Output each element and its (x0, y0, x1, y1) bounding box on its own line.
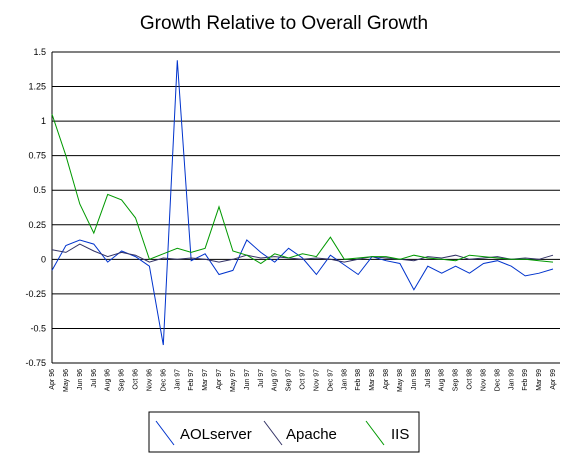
x-tick-label: Feb 97 (188, 369, 195, 391)
x-tick-label: Jul 96 (91, 369, 98, 388)
y-tick-label: 0.5 (33, 185, 46, 195)
x-tick-label: Jul 97 (258, 369, 265, 388)
x-tick-label: Apr 98 (383, 369, 390, 390)
x-tick-label: Nov 96 (146, 369, 153, 391)
legend-swatch-aolserver (155, 420, 175, 446)
x-tick-label: Jun 98 (411, 369, 418, 390)
legend: AOLserver Apache IIS (148, 411, 420, 453)
chart-title: Growth Relative to Overall Growth (140, 13, 428, 34)
x-tick-label: Nov 97 (313, 369, 320, 391)
y-tick-label: -0.75 (25, 358, 46, 368)
x-tick-label: Sep 96 (119, 369, 126, 391)
x-tick-label: Apr 96 (49, 369, 56, 390)
x-tick-label: Feb 99 (522, 369, 529, 391)
x-tick-label: Jan 98 (341, 369, 348, 390)
legend-label-apache: Apache (286, 426, 337, 443)
x-tick-label: Dec 98 (494, 369, 501, 391)
x-tick-label: Mar 97 (202, 369, 209, 391)
y-tick-label: -0.5 (30, 323, 46, 333)
x-tick-label: Jun 97 (244, 369, 251, 390)
legend-label-iis: IIS (391, 426, 409, 443)
series-line-iis (51, 114, 554, 265)
x-tick-label: Nov 98 (480, 369, 487, 391)
x-tick-label: Oct 97 (300, 369, 307, 390)
y-tick-label: 0 (41, 254, 46, 264)
y-tick-label: -0.25 (25, 289, 46, 299)
legend-swatch-apache (263, 420, 283, 446)
series-line-aolserver (51, 60, 554, 346)
y-tick-label: 0.75 (28, 151, 46, 161)
x-tick-label: Apr 97 (216, 369, 223, 390)
x-tick-label: Dec 97 (327, 369, 334, 391)
x-tick-label: May 97 (230, 369, 237, 392)
x-tick-label: Jun 96 (77, 369, 84, 390)
series-line-apache (51, 243, 554, 263)
x-tick-label: Jan 97 (174, 369, 181, 390)
x-tick-label: Jan 99 (508, 369, 515, 390)
x-tick-label: May 98 (397, 369, 404, 392)
legend-swatch-iis (365, 420, 385, 446)
x-tick-label: Sep 97 (286, 369, 293, 391)
y-axis-ticks: 1.5 1.25 1 0.75 0.5 0.25 0 -0.25 -0.5 -0.75 (25, 47, 46, 368)
x-tick-label: Sep 98 (453, 369, 460, 391)
x-tick-label: Jul 98 (425, 369, 432, 388)
grid-lines (52, 51, 560, 364)
x-tick-label: Apr 99 (550, 369, 557, 390)
x-tick-label: Mar 99 (536, 369, 543, 391)
y-tick-label: 1.5 (33, 47, 46, 57)
x-tick-label: Aug 96 (105, 369, 112, 391)
y-tick-label: 1.25 (28, 82, 46, 92)
x-tick-label: Mar 98 (369, 369, 376, 391)
x-tick-label: Oct 96 (133, 369, 140, 390)
x-tick-label: Aug 98 (439, 369, 446, 391)
x-tick-label: May 96 (63, 369, 70, 392)
x-tick-label: Aug 97 (272, 369, 279, 391)
x-tick-label: Feb 98 (355, 369, 362, 391)
x-tick-label: Dec 96 (160, 369, 167, 391)
legend-label-aolserver: AOLserver (180, 426, 252, 443)
y-tick-label: 1 (41, 116, 46, 126)
x-axis-ticks: Apr 96 May 96 Jun 96 Jul 96 Aug 96 Sep 96 Oct … (49, 369, 557, 392)
y-tick-label: 0.25 (28, 220, 46, 230)
series-lines (51, 60, 554, 346)
x-tick-label: Oct 98 (467, 369, 474, 390)
